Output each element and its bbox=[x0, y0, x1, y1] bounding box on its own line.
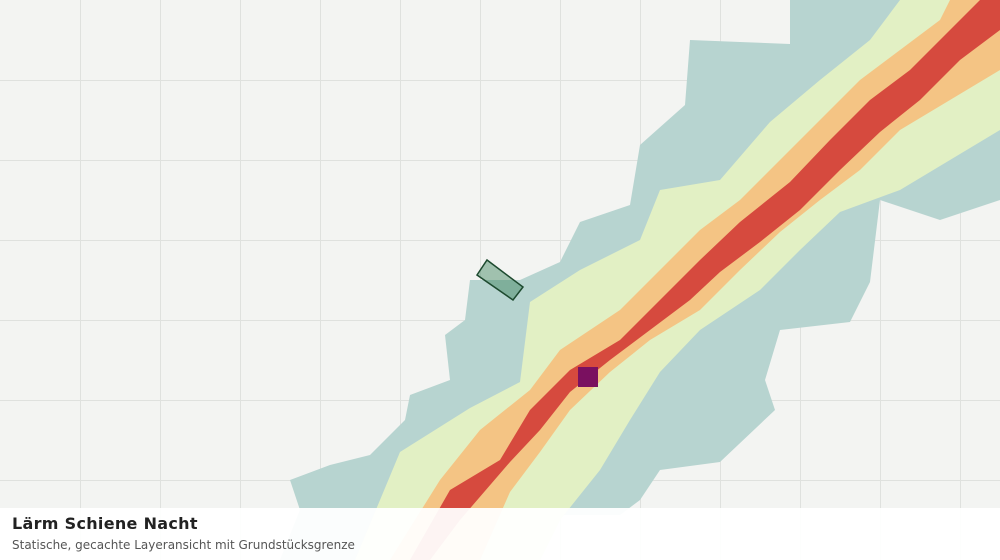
layer-subtitle: Statische, gecachte Layeransicht mit Gru… bbox=[12, 538, 355, 552]
noise-zone-very-high bbox=[578, 367, 598, 387]
legend-footer: Lärm Schiene Nacht Statische, gecachte L… bbox=[0, 508, 1000, 560]
parcel-boundary bbox=[475, 258, 525, 302]
layer-title: Lärm Schiene Nacht bbox=[12, 514, 198, 533]
noise-zone-high bbox=[410, 0, 1000, 560]
